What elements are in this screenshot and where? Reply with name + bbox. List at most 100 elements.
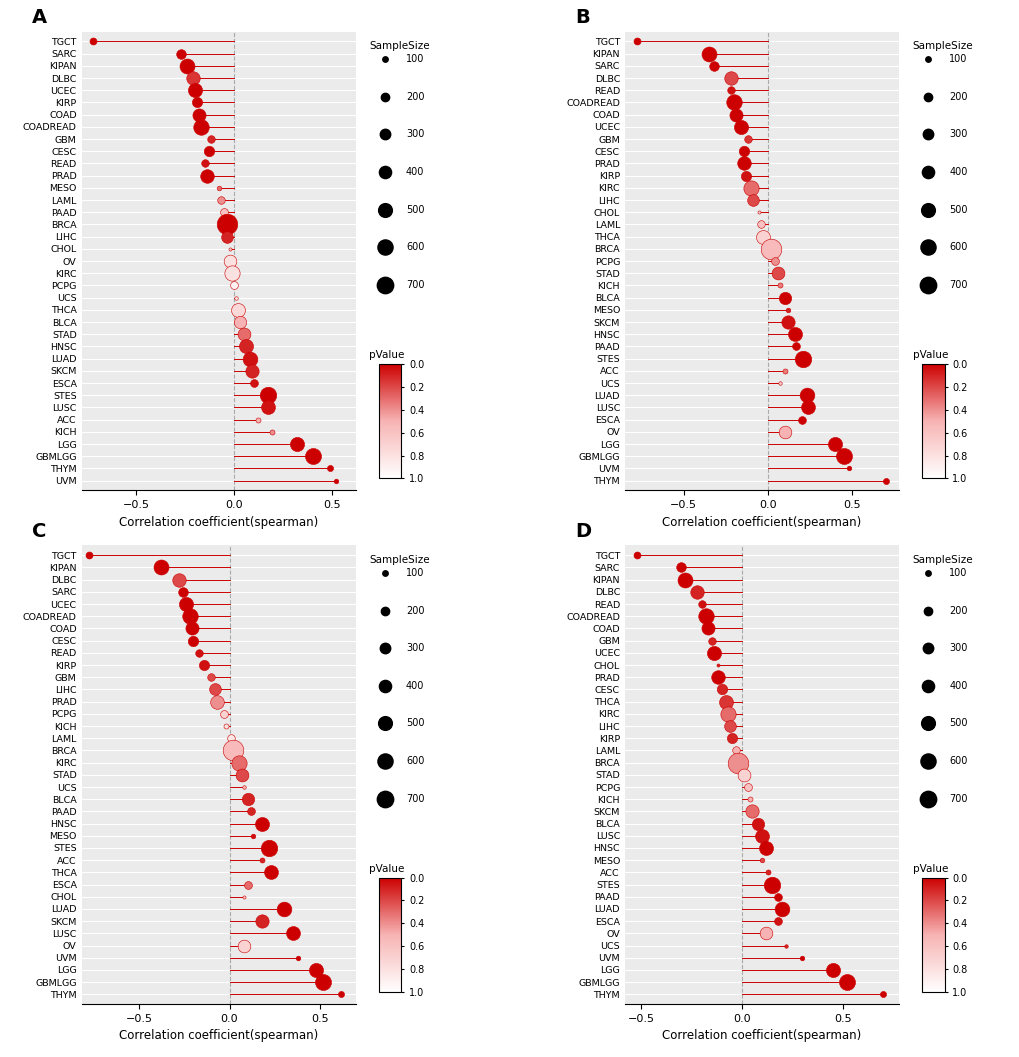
Point (876, 472, 893, 489)
Point (722, 729, 739, 746)
Point (376, 564, 392, 581)
Point (769, 913, 786, 930)
Point (697, 608, 713, 625)
Text: 400: 400 (406, 681, 424, 691)
Point (770, 277, 787, 294)
Point (919, 164, 935, 181)
Point (237, 338, 254, 355)
Text: 100: 100 (949, 568, 967, 578)
Point (677, 571, 693, 588)
Point (226, 277, 243, 294)
Point (203, 669, 219, 686)
Point (919, 678, 935, 694)
Point (722, 81, 739, 98)
Text: 700: 700 (949, 280, 967, 290)
Point (178, 595, 195, 612)
Text: 400: 400 (406, 167, 424, 178)
Point (376, 715, 392, 731)
Point (263, 424, 279, 441)
Point (769, 888, 786, 905)
Point (741, 791, 757, 808)
Point (199, 167, 215, 184)
Point (86, 33, 102, 50)
Text: 700: 700 (406, 280, 424, 290)
Text: 400: 400 (949, 167, 967, 178)
Point (275, 901, 291, 917)
Point (762, 240, 779, 257)
Point (709, 669, 726, 686)
Point (838, 973, 854, 990)
Text: B: B (575, 8, 590, 27)
Text: 100: 100 (949, 54, 967, 64)
Point (919, 126, 935, 143)
Point (222, 240, 238, 257)
Point (751, 204, 767, 221)
Point (775, 424, 792, 441)
Point (794, 350, 810, 367)
Point (376, 277, 392, 294)
Point (246, 374, 262, 391)
Point (727, 106, 743, 123)
Point (919, 791, 935, 808)
Point (197, 155, 213, 172)
Text: pValue: pValue (912, 350, 948, 360)
Point (763, 876, 780, 893)
Point (752, 216, 768, 233)
Point (718, 705, 735, 722)
Point (673, 559, 689, 576)
Point (376, 678, 392, 694)
Point (186, 81, 203, 98)
Point (794, 949, 810, 966)
Point (215, 204, 231, 221)
Point (919, 753, 935, 769)
Point (739, 779, 755, 796)
Point (735, 766, 751, 783)
X-axis label: Correlation coefficient(spearman): Correlation coefficient(spearman) (119, 516, 318, 528)
Point (753, 828, 769, 845)
Point (753, 852, 769, 869)
Point (736, 143, 752, 160)
Text: 200: 200 (949, 606, 967, 615)
Point (210, 180, 226, 197)
Point (376, 201, 392, 218)
Point (699, 620, 715, 637)
Point (689, 583, 705, 600)
Point (196, 656, 212, 673)
Point (328, 472, 344, 489)
Point (376, 89, 392, 106)
Point (759, 864, 775, 880)
Point (709, 656, 726, 673)
Point (749, 815, 765, 832)
Point (713, 681, 730, 698)
Point (770, 374, 787, 391)
Point (726, 94, 742, 111)
Point (308, 962, 324, 979)
Point (203, 131, 219, 148)
X-axis label: Correlation coefficient(spearman): Correlation coefficient(spearman) (661, 516, 861, 528)
Point (700, 45, 716, 62)
Point (179, 57, 196, 74)
X-axis label: Correlation coefficient(spearman): Correlation coefficient(spearman) (661, 1030, 861, 1042)
Point (376, 51, 392, 68)
Text: D: D (575, 522, 591, 541)
Point (840, 460, 856, 477)
Point (376, 791, 392, 808)
Text: A: A (33, 8, 47, 27)
Point (193, 118, 209, 135)
Point (798, 387, 814, 404)
Point (693, 595, 709, 612)
Point (235, 888, 252, 905)
Point (228, 290, 245, 307)
Point (181, 608, 198, 625)
Text: 400: 400 (949, 681, 967, 691)
Text: 100: 100 (406, 568, 424, 578)
Text: SampleSize: SampleSize (369, 555, 430, 564)
Point (919, 564, 935, 581)
Text: C: C (33, 522, 47, 541)
Point (212, 191, 228, 208)
Point (742, 180, 758, 197)
Point (874, 986, 891, 1003)
Point (919, 89, 935, 106)
Point (239, 791, 256, 808)
Point (788, 338, 804, 355)
